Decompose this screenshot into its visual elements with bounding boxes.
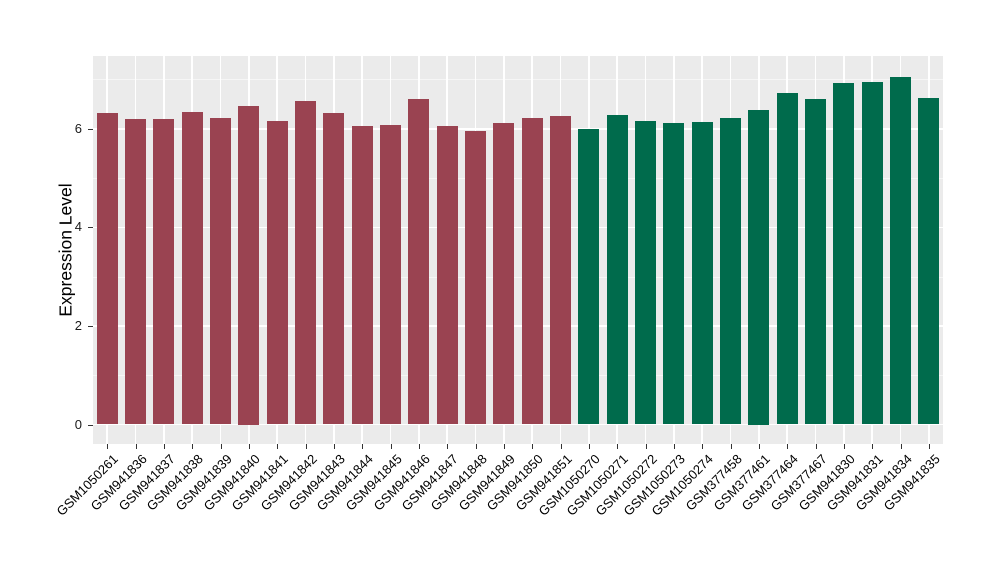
gridline-horizontal-minor [93, 276, 943, 278]
x-tick [390, 444, 392, 449]
bar [861, 82, 883, 425]
bar [380, 125, 401, 425]
bar [465, 131, 486, 425]
x-tick [560, 444, 562, 449]
x-tick [277, 444, 279, 449]
y-tick-label: 6 [74, 120, 82, 136]
gridline-horizontal-minor [93, 375, 943, 377]
y-axis-title: Expression Level [55, 183, 76, 317]
x-tick [702, 444, 704, 449]
x-tick [673, 444, 675, 449]
x-tick [503, 444, 505, 449]
x-tick [248, 444, 250, 449]
gridline-horizontal-major [93, 128, 943, 130]
x-tick [220, 444, 222, 449]
bar [408, 98, 430, 425]
x-tick [135, 444, 137, 449]
bar [833, 83, 855, 425]
x-tick [418, 444, 420, 449]
bar [521, 117, 543, 425]
bar [776, 93, 798, 425]
bar [720, 118, 741, 425]
x-tick [617, 444, 619, 449]
x-tick [730, 444, 732, 449]
y-tick [88, 128, 93, 130]
gridline-horizontal-major [93, 325, 943, 327]
x-tick [787, 444, 789, 449]
bar [181, 112, 203, 425]
bar [238, 105, 260, 425]
x-tick [843, 444, 845, 449]
gridline-horizontal-major [93, 226, 943, 229]
x-tick [928, 444, 930, 449]
x-tick [305, 444, 307, 449]
y-tick-label: 2 [74, 317, 82, 333]
bar [578, 128, 600, 425]
bar [125, 119, 146, 425]
gridline-horizontal-minor [93, 79, 943, 81]
x-tick [107, 444, 109, 449]
bar [918, 97, 940, 425]
x-tick [872, 444, 874, 449]
x-tick [815, 444, 817, 449]
bar [748, 110, 770, 425]
x-tick [900, 444, 902, 449]
y-tick [88, 424, 93, 426]
bar [436, 126, 458, 425]
y-tick [88, 325, 93, 327]
x-tick [588, 444, 590, 449]
y-tick-label: 4 [74, 219, 82, 235]
x-tick [192, 444, 194, 449]
bar [691, 122, 713, 425]
bar [493, 122, 515, 425]
bar [550, 115, 571, 425]
x-tick [645, 444, 647, 449]
x-tick [333, 444, 335, 449]
bar [266, 120, 288, 425]
bar [96, 113, 118, 425]
x-tick [758, 444, 760, 449]
bar [805, 98, 826, 425]
bar [606, 114, 628, 425]
plot-panel [93, 56, 943, 444]
bar [635, 121, 656, 425]
bar [210, 118, 231, 425]
bar [323, 112, 345, 425]
bar [153, 119, 175, 425]
x-tick [447, 444, 449, 449]
gridline-horizontal-minor [93, 178, 943, 179]
x-tick [362, 444, 364, 449]
bar [890, 76, 911, 425]
gridline-horizontal-major [93, 423, 943, 426]
x-tick [532, 444, 534, 449]
y-tick-label: 0 [74, 416, 82, 432]
x-tick [163, 444, 165, 449]
x-tick [475, 444, 477, 449]
bar [663, 122, 685, 425]
y-tick [88, 227, 93, 229]
bar [351, 126, 373, 425]
bar [295, 100, 316, 425]
